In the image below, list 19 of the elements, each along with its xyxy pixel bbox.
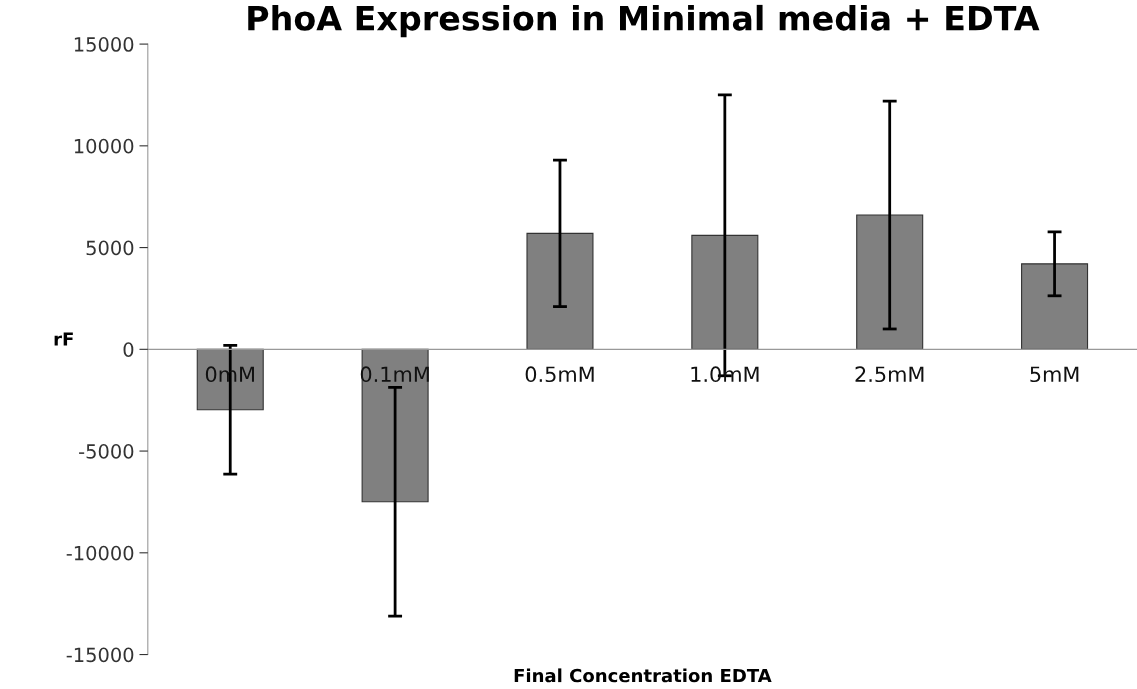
x-axis-title: Final Concentration EDTA — [514, 668, 772, 683]
x-tick-label: 1.0mM — [691, 366, 759, 383]
y-tick-label: -15000 — [66, 647, 134, 663]
y-tick-label: -5000 — [79, 444, 134, 459]
chart-title: PhoA Expression in Minimal media + EDTA — [248, 4, 1040, 38]
y-tick-label: 15000 — [74, 37, 134, 52]
bar — [526, 232, 594, 350]
bar — [1021, 263, 1089, 350]
y-tick-label: -10000 — [66, 545, 134, 561]
y-tick-label: 10000 — [74, 138, 134, 154]
bar — [856, 214, 924, 350]
y-tick-label: 5000 — [86, 240, 134, 256]
x-tick-label: 0.5mM — [525, 366, 594, 383]
bar — [691, 234, 759, 350]
x-tick-label: 5mM — [1030, 366, 1079, 383]
y-tick-label: 0 — [123, 342, 134, 357]
y-axis-title: rF — [54, 332, 73, 346]
bar — [361, 348, 429, 503]
x-tick-label: 2.5mM — [855, 366, 924, 383]
